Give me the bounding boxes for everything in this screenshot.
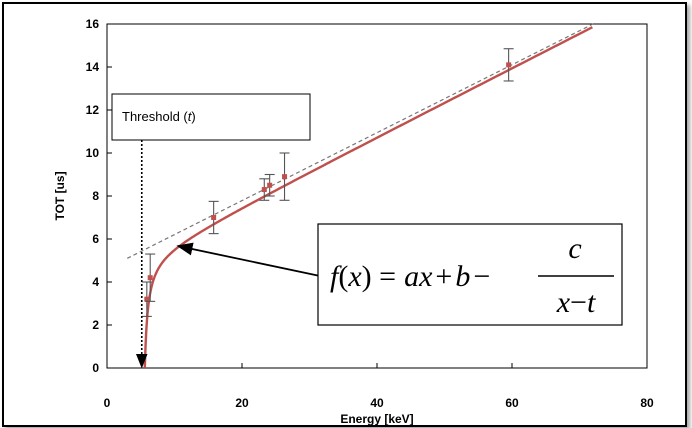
- fit-formula: f(x) = ax + b − c x−t: [330, 232, 614, 319]
- y-tick-label: 2: [92, 318, 99, 332]
- fit-curve: [143, 26, 593, 368]
- svg-text:f(x) =ax+b−: f(x) = ax + b −: [330, 260, 490, 293]
- x-tick-label: 20: [235, 396, 249, 410]
- y-tick-label: 10: [86, 146, 100, 160]
- y-tick-label: 0: [92, 361, 99, 375]
- x-tick-label: 40: [370, 396, 384, 410]
- x-tick-label: 80: [640, 396, 654, 410]
- data-point: [264, 173, 275, 197]
- point-marker: [282, 174, 288, 180]
- x-axis-ticks: 0 20 40 60 80: [104, 363, 654, 410]
- y-axis-title: TOT [us]: [53, 171, 67, 220]
- x-tick-label: 0: [104, 396, 111, 410]
- svg-text:c: c: [568, 232, 581, 265]
- point-marker: [261, 187, 267, 193]
- y-tick-label: 8: [92, 189, 99, 203]
- y-axis-ticks: 0 2 4 6 8 10 12 14 16: [86, 17, 112, 375]
- point-marker: [144, 296, 150, 302]
- data-point: [279, 152, 290, 201]
- y-tick-label: 4: [92, 275, 99, 289]
- y-tick-label: 16: [86, 17, 100, 31]
- svg-text:x−t: x−t: [556, 286, 596, 319]
- y-tick-label: 6: [92, 232, 99, 246]
- formula-box: [317, 223, 623, 326]
- threshold-label: Threshold (t): [122, 109, 196, 124]
- formula-arrow: [176, 242, 321, 277]
- x-tick-label: 60: [505, 396, 519, 410]
- data-point: [259, 178, 270, 201]
- point-marker: [147, 275, 153, 281]
- data-points: [141, 48, 514, 317]
- x-axis-title: Energy [keV]: [340, 412, 413, 426]
- linear-asymptote-line: [126, 23, 594, 259]
- data-point: [145, 253, 156, 302]
- threshold-label-box: [111, 93, 311, 141]
- y-tick-label: 12: [86, 103, 100, 117]
- y-tick-label: 14: [86, 60, 100, 74]
- data-point: [208, 200, 219, 235]
- point-marker: [267, 182, 273, 188]
- point-marker: [506, 62, 512, 68]
- data-point: [503, 48, 514, 82]
- point-marker: [211, 215, 217, 220]
